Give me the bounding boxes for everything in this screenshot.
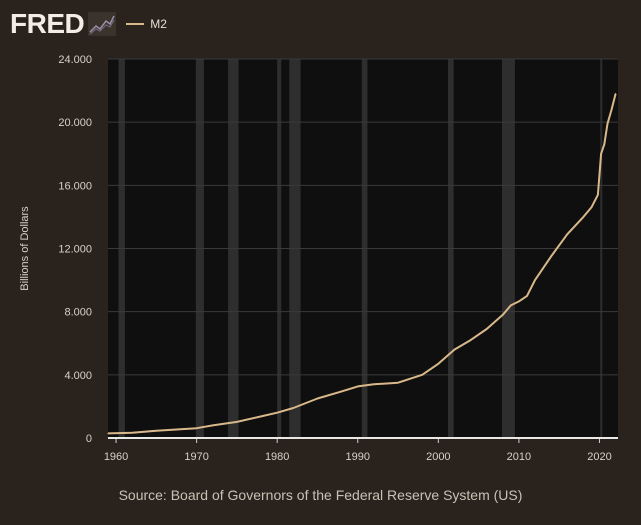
data-point xyxy=(614,93,617,95)
series-layer xyxy=(107,93,617,435)
y-tick-label: 0 xyxy=(86,433,92,445)
y-tick-label: 12.000 xyxy=(58,244,92,256)
data-point xyxy=(610,108,613,111)
data-point xyxy=(341,390,343,393)
x-tick-label: 1990 xyxy=(346,451,370,463)
x-tick-label: 2020 xyxy=(587,451,611,463)
data-point xyxy=(510,304,512,306)
y-tick-label: 8.000 xyxy=(64,307,92,319)
fred-logo: FRED xyxy=(10,8,85,39)
data-point xyxy=(357,385,359,387)
y-tick-label: 24.000 xyxy=(58,54,92,66)
data-point xyxy=(590,206,593,209)
data-point xyxy=(518,300,520,303)
legend-label-m2: M2 xyxy=(150,17,167,31)
data-point xyxy=(606,123,609,125)
data-point xyxy=(600,153,602,155)
data-point xyxy=(526,295,528,297)
data-point xyxy=(397,382,399,384)
y-tick-label: 16.000 xyxy=(58,180,92,192)
x-tick-label: 1980 xyxy=(265,451,289,463)
data-point xyxy=(603,143,605,145)
data-point xyxy=(316,397,319,400)
data-point xyxy=(131,432,133,434)
fred-graph-icon xyxy=(88,12,117,36)
data-point xyxy=(469,339,472,341)
y-axis-title: Billions of Dollars xyxy=(19,206,31,291)
legend-swatch-m2 xyxy=(126,23,145,25)
data-point xyxy=(437,363,439,365)
x-tick-label: 2000 xyxy=(426,451,450,463)
y-tick-label: 20.000 xyxy=(58,117,92,129)
x-tick-label: 2010 xyxy=(507,451,531,463)
legend: M2 xyxy=(126,17,167,31)
data-point xyxy=(486,328,488,330)
data-point xyxy=(236,421,238,423)
data-point xyxy=(453,348,456,351)
chart: 0 4.000 8.000 12.000 16.000 20.000 24.000 1960 1… xyxy=(19,54,618,463)
y-tick-label: 4.000 xyxy=(64,370,92,382)
data-point xyxy=(196,427,198,429)
data-point xyxy=(550,255,552,257)
data-point xyxy=(155,430,157,432)
data-point xyxy=(534,279,536,281)
source-note: Source: Board of Governors of the Federa… xyxy=(118,487,523,503)
data-point xyxy=(566,233,568,235)
x-tick-label: 1970 xyxy=(184,451,208,463)
data-point xyxy=(276,412,278,414)
data-point xyxy=(502,314,504,316)
data-point xyxy=(373,383,375,385)
data-point xyxy=(582,216,584,218)
data-point xyxy=(421,374,423,376)
data-point xyxy=(212,424,214,426)
data-point xyxy=(107,432,109,435)
data-point xyxy=(597,194,599,196)
axes: 0 4.000 8.000 12.000 16.000 20.000 24.000 1960 1… xyxy=(58,54,618,463)
data-point xyxy=(179,428,182,430)
header: FRED M2 xyxy=(10,6,167,42)
data-point xyxy=(260,415,262,417)
data-point xyxy=(292,407,294,409)
x-tick-label: 1960 xyxy=(104,451,128,463)
gridlines xyxy=(108,58,618,376)
